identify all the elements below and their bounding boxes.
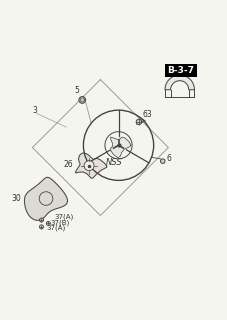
Text: 6: 6 xyxy=(165,154,170,164)
Text: 5: 5 xyxy=(74,86,79,95)
Text: NSS: NSS xyxy=(105,158,122,167)
Text: B-3-7: B-3-7 xyxy=(167,66,193,75)
Text: 3: 3 xyxy=(32,106,37,115)
Polygon shape xyxy=(25,177,67,220)
Circle shape xyxy=(39,218,43,222)
Text: 26: 26 xyxy=(63,160,73,169)
Polygon shape xyxy=(75,153,106,178)
Circle shape xyxy=(39,225,43,229)
Text: 30: 30 xyxy=(11,194,21,203)
Circle shape xyxy=(160,159,164,164)
Circle shape xyxy=(79,97,85,103)
Circle shape xyxy=(84,161,94,171)
Text: 37(B): 37(B) xyxy=(50,219,69,226)
Text: 37(A): 37(A) xyxy=(46,225,65,231)
Text: 63: 63 xyxy=(142,109,151,118)
Circle shape xyxy=(46,221,50,226)
Text: 37(A): 37(A) xyxy=(54,214,73,220)
Circle shape xyxy=(136,119,141,125)
Polygon shape xyxy=(110,137,131,157)
Polygon shape xyxy=(164,75,194,90)
